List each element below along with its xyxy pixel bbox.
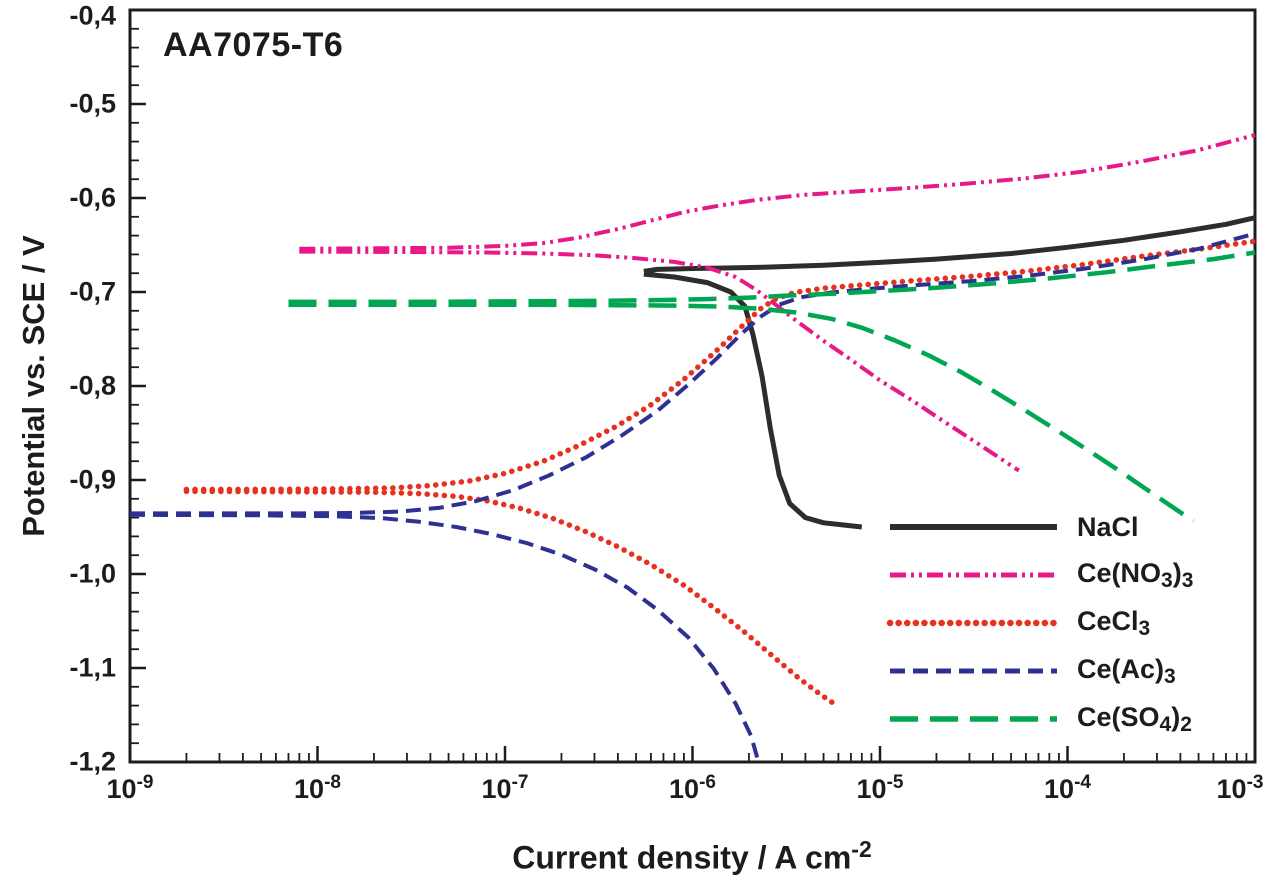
plot-title: AA7075-T6 [163, 26, 344, 64]
curve-nacl-branch-1 [643, 271, 863, 530]
curve-cecl3-branch-1 [183, 488, 839, 708]
x-tick-label: 10-8 [294, 772, 341, 804]
curve-ce-ac-branch-0 [130, 231, 1256, 516]
curve-ce-so4-branch-1 [288, 302, 1195, 523]
legend-line-ce-ac [890, 668, 1057, 674]
legend-line-ce-so4 [890, 716, 1057, 722]
legend-item-cecl3: CeCl3 [886, 599, 1193, 647]
y-tick-label: -1,0 [69, 558, 116, 589]
legend-label-cecl3: CeCl3 [1077, 605, 1151, 640]
y-tick-label: -0,9 [69, 464, 116, 495]
x-axis-title-exponent: -2 [851, 836, 872, 862]
legend-item-nacl: NaCl [886, 503, 1193, 551]
legend: NaCl Ce(NO3)3 CeCl3 Ce(Ac)3 Ce(SO4)2 [886, 503, 1193, 743]
y-tick-label: -0,7 [69, 276, 116, 307]
legend-item-ce-no3: Ce(NO3)3 [886, 551, 1193, 599]
legend-label-ce-so4: Ce(SO4)2 [1077, 701, 1192, 736]
y-tick-label: -0,6 [69, 182, 116, 213]
legend-item-ce-so4: Ce(SO4)2 [886, 695, 1193, 743]
x-tick-label: 10-5 [856, 772, 904, 804]
x-tick-label: 10-9 [106, 772, 154, 804]
y-tick-label: -0,5 [69, 88, 116, 119]
legend-line-ce-no3 [890, 572, 1057, 578]
legend-line-nacl [890, 524, 1057, 530]
y-tick-label: -1,1 [69, 652, 116, 683]
x-tick-label: 10-3 [1216, 772, 1264, 804]
x-tick-label: 10-6 [669, 772, 716, 804]
x-axis-title: Current density / A cm-2 [512, 836, 871, 877]
x-axis-title-text: Current density / A cm [512, 839, 852, 876]
legend-label-nacl: NaCl [1077, 511, 1139, 542]
y-tick-label: -1,2 [69, 746, 116, 777]
x-tick-label: 10-7 [481, 772, 529, 804]
curve-ce-no3-branch-0 [299, 133, 1256, 251]
legend-item-ce-ac: Ce(Ac)3 [886, 647, 1193, 695]
curve-ce-no3-branch-1 [299, 249, 1020, 473]
y-tick-label: -0,4 [69, 0, 116, 31]
curve-nacl-branch-0 [643, 215, 1256, 274]
x-tick-label: 10-4 [1044, 772, 1091, 804]
curve-cecl3-branch-0 [183, 238, 1258, 493]
legend-label-ce-ac: Ce(Ac)3 [1077, 653, 1176, 688]
legend-label-ce-no3: Ce(NO3)3 [1077, 557, 1194, 592]
legend-line-cecl3 [886, 619, 1061, 627]
curve-ce-ac-branch-1 [129, 512, 761, 763]
y-tick-label: -0,8 [69, 370, 116, 401]
